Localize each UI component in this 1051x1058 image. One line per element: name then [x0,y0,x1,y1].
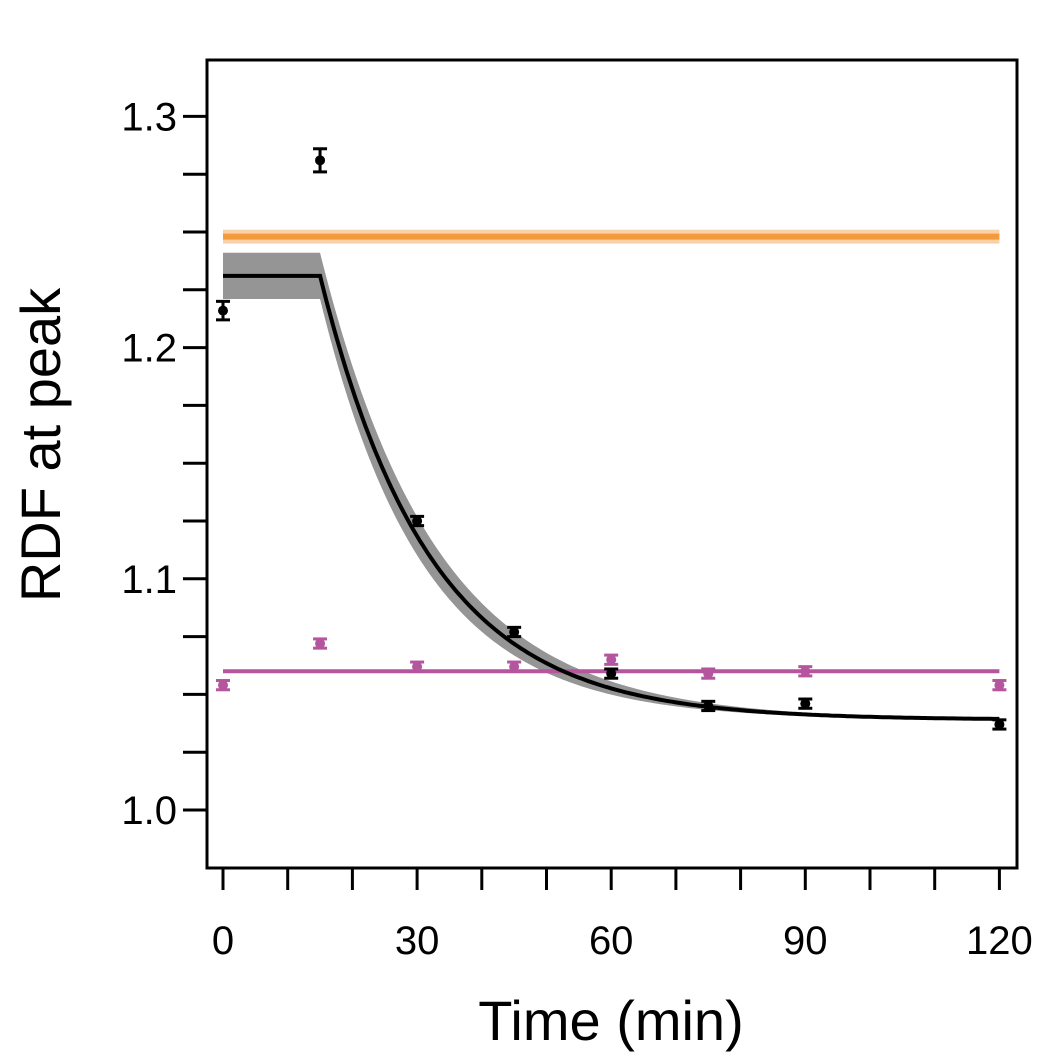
fit-uncertainty-band [223,252,1000,720]
magenta-data-point [606,654,617,665]
plot-area [216,147,1007,731]
magenta-data-point [800,666,811,677]
plot-frame [205,58,1019,870]
black-data-point [412,516,423,526]
magenta-data-point [315,638,326,649]
black-data-point [800,698,811,709]
magenta-data-point [509,661,520,672]
black-data-point [703,700,714,711]
axes: 1.0 1.1 1.2 1.3 0 30 60 90 120 [121,58,1033,963]
magenta-data-point [703,668,714,679]
y-tick-label: 1.2 [121,327,177,371]
black-data-point [509,626,520,637]
black-data-point [994,719,1005,730]
x-tick-label: 60 [589,919,634,963]
x-axis-title: Time (min) [478,989,743,1052]
x-tick-label: 120 [966,919,1033,963]
magenta-data-point [218,680,228,691]
x-tick-label: 90 [783,919,828,963]
y-tick-label: 1.0 [121,789,177,833]
x-tick-label: 30 [395,919,440,963]
black-data-point [315,155,326,166]
y-tick-label: 1.1 [121,558,177,602]
y-tick-label: 1.3 [121,95,177,139]
black-data-point [218,305,228,316]
y-axis-title: RDF at peak [9,287,72,602]
x-tick-label: 0 [212,919,234,963]
magenta-data-point [412,661,423,672]
black-data-point [606,668,617,679]
magenta-data-point [994,680,1005,691]
fit-curve [223,273,1000,721]
